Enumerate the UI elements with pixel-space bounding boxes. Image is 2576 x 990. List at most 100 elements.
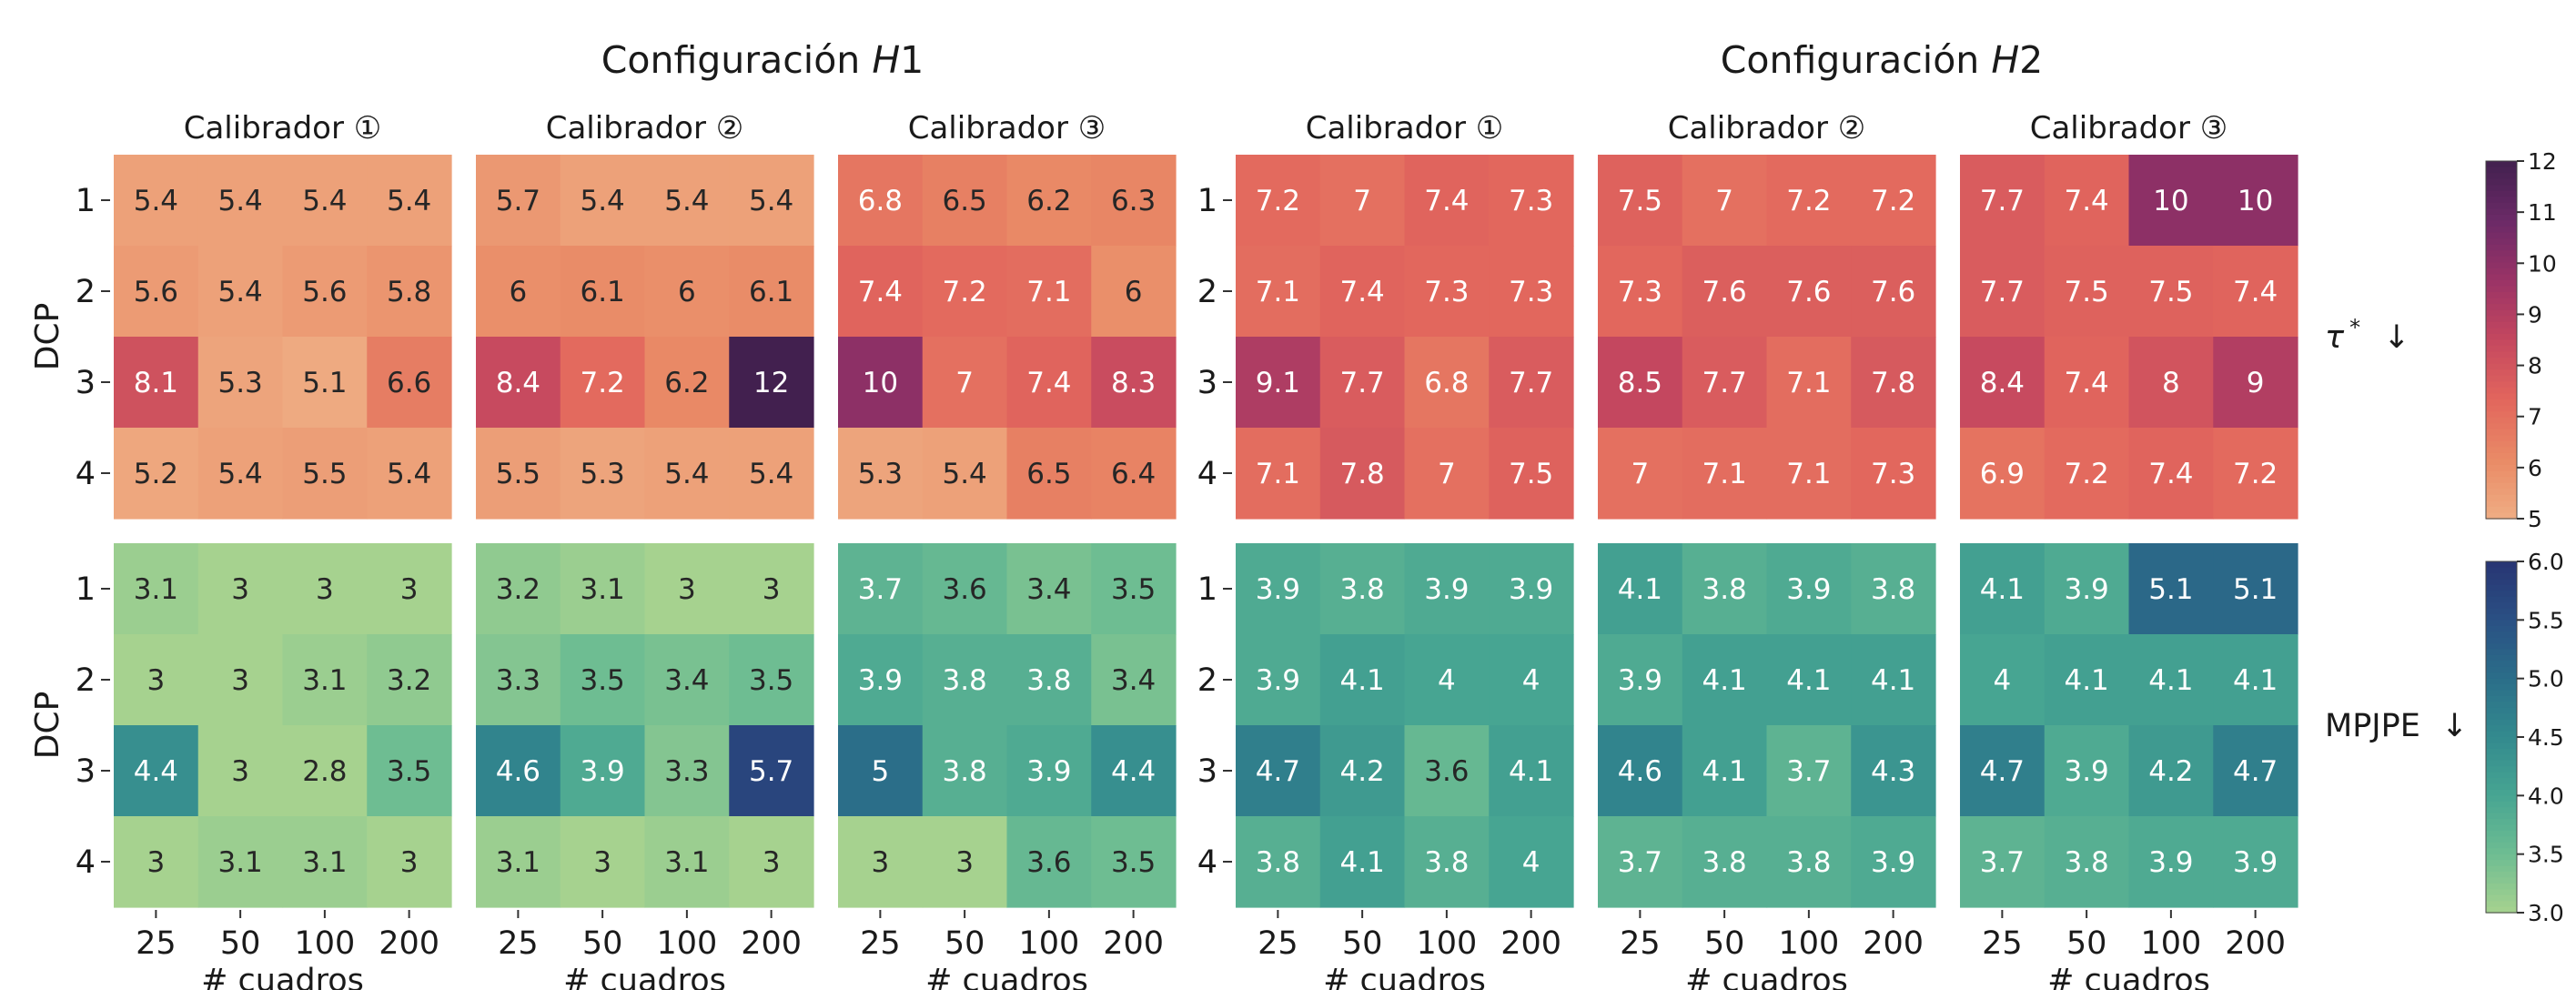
heatmap-cell	[560, 337, 646, 429]
heatmap-cell	[2213, 816, 2298, 908]
x-tick-label: 50	[1342, 925, 1383, 962]
cell-value-label: 5.4	[942, 458, 986, 490]
cell-value-label: 7.5	[2064, 276, 2108, 308]
cell-value-label: 3.1	[217, 846, 262, 879]
x-tick-label: 50	[582, 925, 623, 962]
heatmap-cell	[2128, 725, 2214, 817]
heatmap-cell	[922, 816, 1008, 908]
colorbar-band	[2486, 435, 2517, 442]
heatmap-cell	[1489, 155, 1574, 247]
cell-value-label: 5.4	[134, 185, 178, 217]
cell-value-label: 3.8	[2064, 846, 2108, 879]
cell-value-label: 5.1	[2148, 573, 2193, 606]
cell-value-label: 7.7	[1339, 367, 1384, 399]
heatmap-cell	[838, 155, 924, 247]
cell-value-label: 4	[1522, 664, 1541, 697]
colorbar-band	[2486, 429, 2517, 436]
cell-value-label: 4.1	[2064, 664, 2108, 697]
heatmap-cell	[2128, 634, 2214, 726]
heatmap-cell	[2213, 634, 2298, 726]
x-axis-label: # cuadros	[1323, 963, 1486, 990]
cell-value-label: 3.5	[387, 755, 431, 788]
cell-value-label: 7	[1631, 458, 1650, 490]
y-tick-label: 3	[1197, 753, 1217, 790]
cell-value-label: 5.4	[387, 185, 431, 217]
heatmap-cell	[2128, 246, 2214, 338]
y-tick-label: 3	[76, 365, 96, 401]
cell-value-label: 3	[147, 664, 166, 697]
heatmap-cell	[1006, 428, 1092, 520]
cell-value-label: 7.7	[1980, 185, 2025, 217]
colorbar-band	[2486, 161, 2517, 168]
heatmap-cell	[838, 337, 924, 429]
heatmap-cell	[2044, 725, 2130, 817]
cell-value-label: 3.4	[1026, 573, 1071, 606]
cell-value-label: 3.9	[1509, 573, 1553, 606]
heatmap-cell	[2213, 337, 2298, 429]
colorbar-band	[2486, 783, 2517, 791]
colorbar-band	[2486, 286, 2517, 293]
x-tick-label: 200	[741, 925, 802, 962]
y-axis-label: DCP	[29, 692, 66, 760]
heatmap-cell	[1851, 337, 1936, 429]
cell-value-label: 3.9	[1256, 664, 1300, 697]
colorbar-band	[2486, 512, 2517, 520]
colorbar-band	[2486, 399, 2517, 407]
colorbar-tick-label: 11	[2528, 199, 2557, 226]
heatmap-cell	[282, 634, 368, 726]
cell-value-label: 3.5	[580, 664, 624, 697]
colorbar-band	[2486, 459, 2517, 466]
cell-value-label: 3.6	[1424, 755, 1469, 788]
colorbar-band	[2486, 772, 2517, 779]
colorbar-band	[2486, 719, 2517, 726]
heatmap-cell	[2044, 337, 2130, 429]
colorbar-band	[2486, 250, 2517, 258]
colorbar-band	[2486, 227, 2517, 234]
cell-value-label: 3.8	[1256, 846, 1300, 879]
colorbar-band	[2486, 707, 2517, 714]
cell-value-label: 5.4	[749, 185, 793, 217]
heatmap-cell	[2213, 725, 2298, 817]
cell-value-label: 3	[400, 573, 419, 606]
cell-value-label: 3.9	[2148, 846, 2193, 879]
heatmap-cell	[197, 337, 284, 429]
heatmap-cell	[476, 634, 561, 726]
heatmap-cell	[2128, 543, 2214, 635]
heatmap-cell	[1319, 543, 1406, 635]
heatmap-cell	[1489, 337, 1574, 429]
x-tick-label: 200	[1863, 925, 1924, 962]
y-tick-label: 1	[1197, 183, 1217, 219]
heatmap-cell	[729, 634, 814, 726]
cell-value-label: 3.4	[664, 664, 709, 697]
colorbar-band	[2486, 666, 2517, 673]
heatmap-cell	[1404, 428, 1490, 520]
x-tick-label: 200	[379, 925, 439, 962]
cell-value-label: 3.5	[1111, 846, 1156, 879]
y-tick-label: 2	[76, 274, 96, 310]
heatmap-cell	[1236, 155, 1321, 247]
heatmap-cell	[2044, 816, 2130, 908]
cell-value-label: 8.1	[134, 367, 178, 399]
colorbar-band	[2486, 477, 2517, 484]
colorbar-band	[2486, 672, 2517, 680]
cell-value-label: 7.4	[2233, 276, 2278, 308]
colorbar-band	[2486, 865, 2517, 873]
heatmap-cell	[114, 725, 199, 817]
cell-value-label: 3.9	[2064, 573, 2108, 606]
heatmap-cell	[197, 634, 284, 726]
cell-value-label: 7.2	[942, 276, 986, 308]
colorbar-band	[2486, 393, 2517, 400]
colorbar-band	[2486, 280, 2517, 288]
colorbar-band	[2486, 321, 2517, 329]
colorbar-band	[2486, 346, 2517, 353]
colorbar-band	[2486, 584, 2517, 591]
heatmap-cell	[838, 816, 924, 908]
cell-value-label: 5.7	[749, 755, 793, 788]
heatmap-cell	[282, 543, 368, 635]
colorbar-band	[2486, 649, 2517, 656]
heatmap-cell	[1091, 246, 1177, 338]
heatmap-cell	[1960, 155, 2046, 247]
cell-value-label: 6.4	[1111, 458, 1156, 490]
y-tick-label: 1	[76, 183, 96, 219]
